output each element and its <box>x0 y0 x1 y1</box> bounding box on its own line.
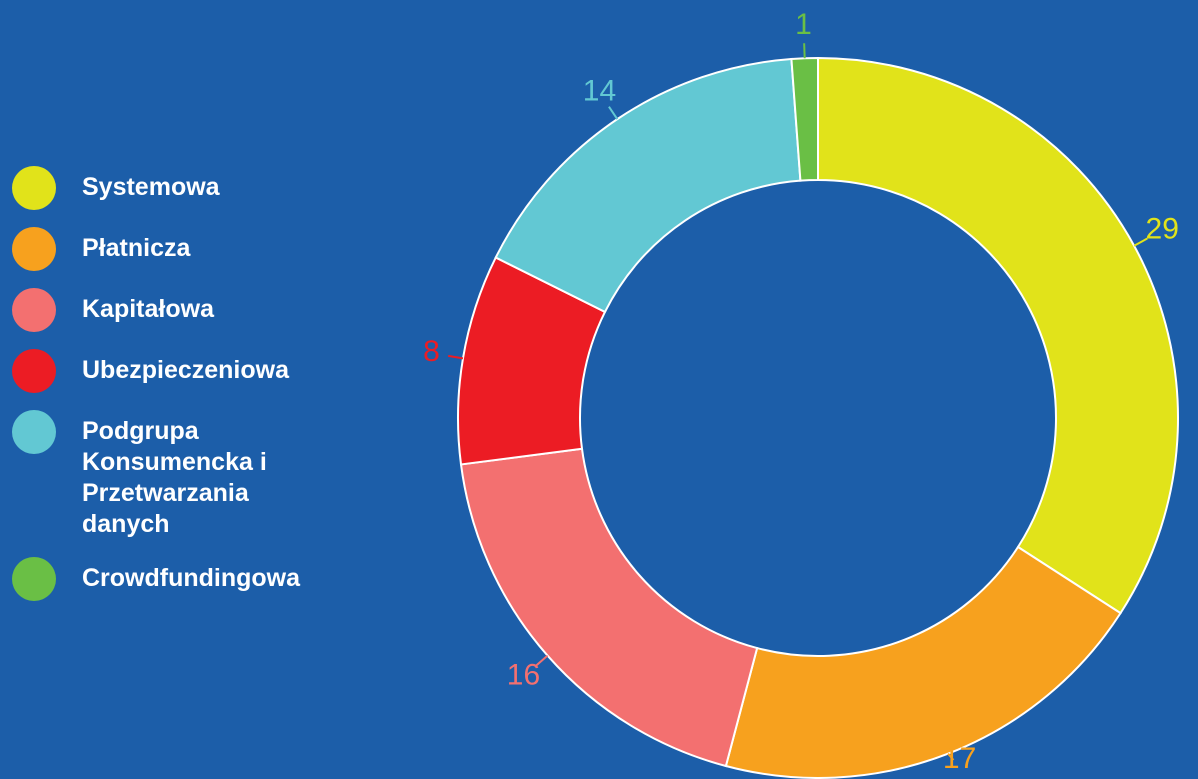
legend-swatch <box>12 166 56 210</box>
leader-line <box>803 43 806 59</box>
legend-label: Crowdfundingowa <box>82 564 301 592</box>
leader-line <box>1133 237 1148 247</box>
legend-swatch <box>12 288 56 332</box>
data-label: 14 <box>583 74 616 107</box>
data-label: 1 <box>795 8 812 41</box>
slice <box>494 57 802 314</box>
legend-item: Systemowa <box>12 166 352 210</box>
legend-item: Crowdfundingowa <box>12 557 352 601</box>
data-label: 17 <box>943 742 976 775</box>
legend-swatch <box>12 410 56 454</box>
data-label: 16 <box>507 659 540 692</box>
legend-label: Systemowa <box>82 173 220 201</box>
legend-label: Ubezpieczeniowa <box>82 356 289 384</box>
legend-swatch <box>12 227 56 271</box>
legend-swatch <box>12 557 56 601</box>
leader-line <box>535 654 549 667</box>
leader-line <box>448 354 464 360</box>
legend-item: Ubezpieczeniowa <box>12 349 352 393</box>
legend-swatch <box>12 349 56 393</box>
leader-line <box>608 106 619 120</box>
slice <box>817 56 1179 615</box>
slice <box>459 447 759 768</box>
slice <box>724 545 1122 779</box>
legend: Systemowa Płatnicza Kapitałowa Ubezpieczeni… <box>12 166 352 618</box>
legend-label: Kapitałowa <box>82 295 214 323</box>
legend-item: Płatnicza <box>12 227 352 271</box>
leader-line <box>947 753 955 761</box>
data-label: 8 <box>423 335 440 368</box>
data-label: 29 <box>1146 212 1179 245</box>
legend-label: Podgrupa Konsumencka i Przetwarzania dan… <box>82 417 267 538</box>
legend-item: Podgrupa Konsumencka i Przetwarzania dan… <box>12 410 352 540</box>
legend-item: Kapitałowa <box>12 288 352 332</box>
legend-label: Płatnicza <box>82 234 191 262</box>
slice <box>790 56 819 182</box>
